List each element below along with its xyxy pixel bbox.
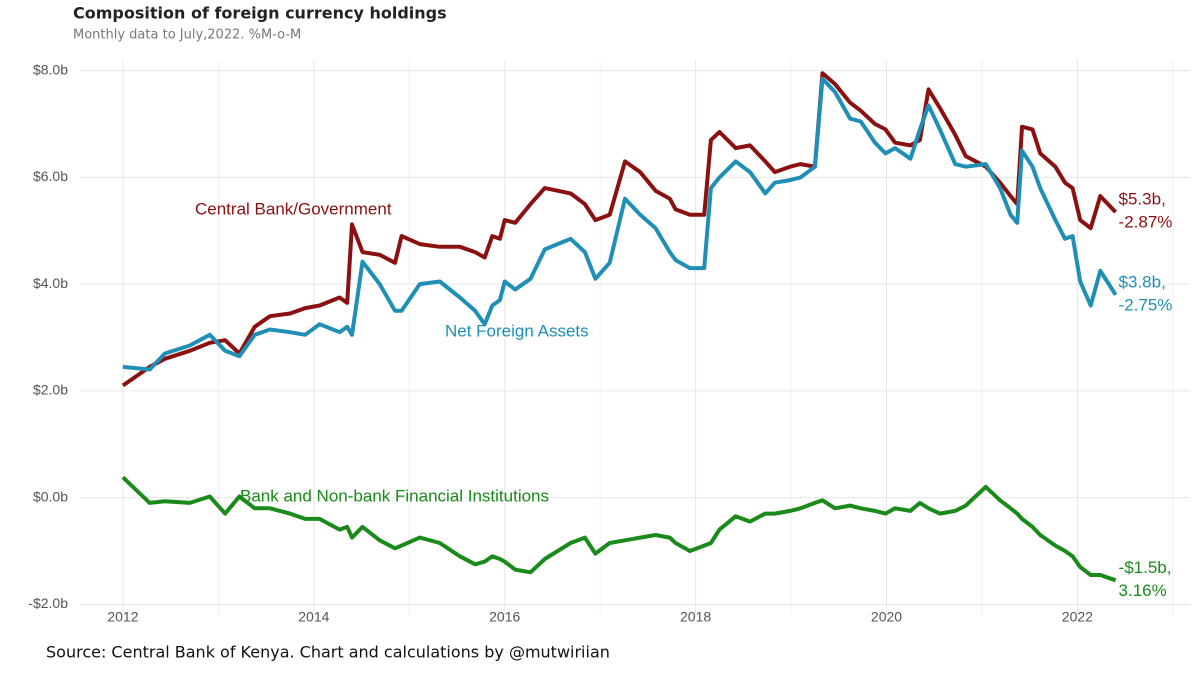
end-label: -2.75% (1119, 295, 1173, 314)
y-tick-label: -$2.0b (28, 595, 68, 611)
end-label: 3.16% (1119, 581, 1167, 600)
y-tick-label: $4.0b (33, 275, 68, 291)
x-tick-label: 2012 (107, 609, 138, 625)
end-label: $5.3b, (1119, 190, 1166, 209)
series-line (122, 76, 1118, 372)
series-line (121, 475, 1117, 583)
y-tick-label: $2.0b (33, 382, 68, 398)
end-label: $3.8b, (1119, 272, 1166, 291)
chart-subtitle: Monthly data to July,2022. %M-o-M (73, 28, 301, 43)
y-tick-label: $8.0b (33, 61, 68, 77)
x-tick-label: 2020 (871, 609, 902, 625)
x-tick-label: 2016 (489, 609, 520, 625)
end-label: -2.87% (1119, 213, 1173, 232)
x-tick-label: 2018 (680, 609, 711, 625)
end-label: -$1.5b, (1119, 558, 1172, 577)
x-tick-label: 2022 (1062, 609, 1093, 625)
series-label: Central Bank/Government (195, 199, 392, 218)
x-tick-label: 2014 (298, 609, 329, 625)
series-label: Bank and Non-bank Financial Institutions (240, 486, 549, 505)
series-label: Net Foreign Assets (445, 321, 589, 340)
source-note: Source: Central Bank of Kenya. Chart and… (46, 643, 610, 662)
y-tick-label: $6.0b (33, 168, 68, 184)
y-tick-label: $0.0b (33, 488, 68, 504)
chart-title: Composition of foreign currency holdings (73, 4, 447, 23)
